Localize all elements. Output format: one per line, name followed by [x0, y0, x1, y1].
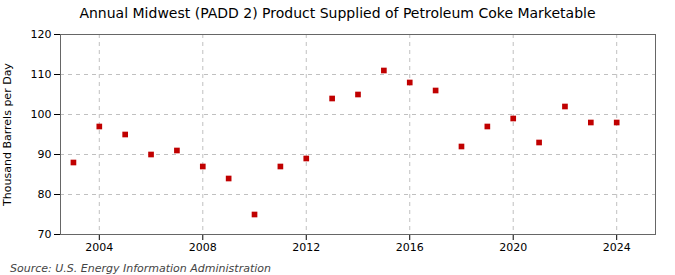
- svg-text:80: 80: [38, 188, 52, 201]
- svg-text:2012: 2012: [292, 241, 320, 254]
- svg-text:120: 120: [31, 28, 52, 41]
- svg-text:100: 100: [31, 108, 52, 121]
- html-text:Source: U.S. Energy Informatio: Source: U.S. Energy Information Administ…: [10, 262, 271, 275]
- svg-text:2004: 2004: [85, 241, 113, 254]
- svg-text:2024: 2024: [603, 241, 631, 254]
- svg-text:2020: 2020: [499, 241, 527, 254]
- svg-text:70: 70: [38, 228, 52, 241]
- svg-text:2008: 2008: [189, 241, 217, 254]
- svg-text:90: 90: [38, 148, 52, 161]
- svg-text:2016: 2016: [396, 241, 424, 254]
- svg-text:110: 110: [31, 68, 52, 81]
- svg-text:Thousand Barrels per Day: Thousand Barrels per Day: [1, 63, 14, 207]
- html-text:Annual Midwest (PADD 2) Produc: Annual Midwest (PADD 2) Product Supplied…: [79, 5, 596, 21]
